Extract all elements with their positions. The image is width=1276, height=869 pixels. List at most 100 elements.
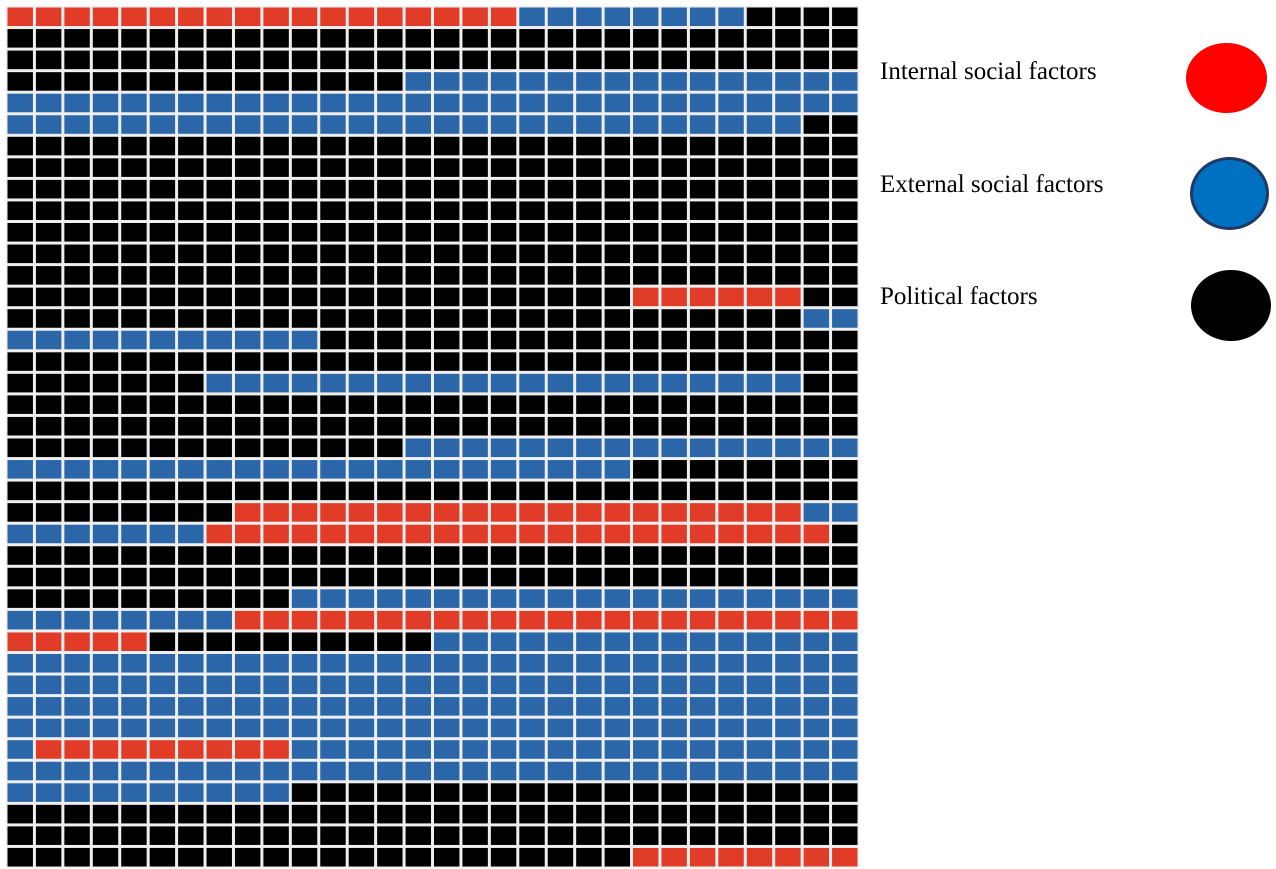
waffle-cell-political-factors xyxy=(263,266,289,285)
waffle-cell-political-factors xyxy=(263,416,289,436)
waffle-cell-political-factors xyxy=(576,244,602,264)
waffle-cell-political-factors xyxy=(604,395,631,414)
waffle-cell-internal-social-factors xyxy=(718,524,744,544)
waffle-cell-external-social-factors xyxy=(803,632,830,651)
waffle-cell-political-factors xyxy=(519,244,545,264)
waffle-cell-political-factors xyxy=(35,395,62,414)
waffle-cell-internal-social-factors xyxy=(576,610,602,630)
waffle-cell-external-social-factors xyxy=(803,93,830,113)
waffle-cell-political-factors xyxy=(775,330,801,350)
waffle-cell-political-factors xyxy=(746,158,773,177)
waffle-cell-political-factors xyxy=(490,179,517,199)
waffle-cell-political-factors xyxy=(348,632,375,651)
waffle-cell-political-factors xyxy=(320,158,346,177)
waffle-cell-political-factors xyxy=(64,546,90,565)
waffle-cell-political-factors xyxy=(519,330,545,350)
waffle-cell-external-social-factors xyxy=(35,93,62,113)
waffle-cell-political-factors xyxy=(462,29,488,48)
waffle-cell-external-social-factors xyxy=(121,93,147,113)
waffle-cell-political-factors xyxy=(291,158,318,177)
waffle-cell-external-social-factors xyxy=(547,438,574,458)
waffle-cell-external-social-factors xyxy=(576,115,602,134)
waffle-cell-external-social-factors xyxy=(35,718,62,738)
waffle-cell-external-social-factors xyxy=(775,697,801,716)
waffle-cell-political-factors xyxy=(7,567,33,587)
waffle-cell-political-factors xyxy=(405,826,431,845)
waffle-cell-external-social-factors xyxy=(547,460,574,479)
waffle-cell-political-factors xyxy=(832,524,858,544)
waffle-cell-political-factors xyxy=(121,201,147,220)
waffle-cell-political-factors xyxy=(832,460,858,479)
waffle-cell-external-social-factors xyxy=(434,761,460,781)
waffle-cell-external-social-factors xyxy=(7,783,33,802)
waffle-cell-political-factors xyxy=(746,223,773,242)
waffle-cell-political-factors xyxy=(746,783,773,802)
waffle-cell-external-social-factors xyxy=(434,438,460,458)
waffle-cell-political-factors xyxy=(64,287,90,307)
waffle-cell-political-factors xyxy=(519,416,545,436)
waffle-cell-external-social-factors xyxy=(434,373,460,393)
waffle-cell-political-factors xyxy=(149,266,176,285)
waffle-cell-external-social-factors xyxy=(263,93,289,113)
waffle-cell-political-factors xyxy=(803,481,830,501)
waffle-cell-political-factors xyxy=(832,223,858,242)
waffle-cell-political-factors xyxy=(178,804,204,824)
waffle-cell-political-factors xyxy=(576,29,602,48)
waffle-cell-political-factors xyxy=(718,826,744,845)
waffle-cell-political-factors xyxy=(121,244,147,264)
waffle-cell-external-social-factors xyxy=(633,438,659,458)
waffle-cell-political-factors xyxy=(320,223,346,242)
legend-marker-political-factors xyxy=(1191,270,1271,341)
waffle-cell-political-factors xyxy=(377,632,403,651)
waffle-cell-political-factors xyxy=(547,481,574,501)
waffle-cell-external-social-factors xyxy=(490,632,517,651)
waffle-cell-political-factors xyxy=(462,136,488,156)
waffle-cell-external-social-factors xyxy=(462,740,488,759)
waffle-cell-political-factors xyxy=(234,201,261,220)
waffle-cell-external-social-factors xyxy=(490,438,517,458)
waffle-cell-political-factors xyxy=(149,158,176,177)
waffle-cell-external-social-factors xyxy=(434,654,460,673)
waffle-cell-political-factors xyxy=(689,309,716,328)
waffle-cell-external-social-factors xyxy=(661,761,687,781)
waffle-cell-political-factors xyxy=(320,244,346,264)
waffle-cell-internal-social-factors xyxy=(689,524,716,544)
waffle-cell-political-factors xyxy=(633,804,659,824)
waffle-cell-internal-social-factors xyxy=(121,740,147,759)
waffle-cell-political-factors xyxy=(462,330,488,350)
waffle-cell-internal-social-factors xyxy=(519,503,545,522)
waffle-cell-political-factors xyxy=(576,50,602,70)
waffle-cell-political-factors xyxy=(377,223,403,242)
waffle-cell-political-factors xyxy=(490,352,517,371)
waffle-cell-external-social-factors xyxy=(206,783,232,802)
waffle-cell-political-factors xyxy=(633,395,659,414)
waffle-cell-external-social-factors xyxy=(519,632,545,651)
waffle-cell-political-factors xyxy=(746,309,773,328)
waffle-cell-political-factors xyxy=(149,395,176,414)
waffle-cell-external-social-factors xyxy=(775,373,801,393)
waffle-cell-political-factors xyxy=(434,330,460,350)
waffle-cell-internal-social-factors xyxy=(234,503,261,522)
waffle-cell-internal-social-factors xyxy=(234,524,261,544)
waffle-cell-political-factors xyxy=(35,546,62,565)
waffle-cell-political-factors xyxy=(604,179,631,199)
waffle-cell-political-factors xyxy=(434,783,460,802)
waffle-cell-political-factors xyxy=(377,826,403,845)
waffle-cell-political-factors xyxy=(35,847,62,867)
waffle-cell-political-factors xyxy=(64,223,90,242)
waffle-cell-external-social-factors xyxy=(234,718,261,738)
waffle-cell-political-factors xyxy=(689,783,716,802)
waffle-cell-political-factors xyxy=(775,352,801,371)
waffle-cell-external-social-factors xyxy=(64,330,90,350)
waffle-cell-internal-social-factors xyxy=(263,740,289,759)
waffle-cell-internal-social-factors xyxy=(35,632,62,651)
waffle-cell-external-social-factors xyxy=(348,654,375,673)
waffle-cell-political-factors xyxy=(64,589,90,608)
waffle-cell-political-factors xyxy=(121,136,147,156)
waffle-cell-political-factors xyxy=(320,632,346,651)
waffle-cell-external-social-factors xyxy=(718,373,744,393)
waffle-cell-external-social-factors xyxy=(718,438,744,458)
waffle-cell-external-social-factors xyxy=(149,610,176,630)
waffle-cell-political-factors xyxy=(462,546,488,565)
waffle-cell-political-factors xyxy=(576,395,602,414)
